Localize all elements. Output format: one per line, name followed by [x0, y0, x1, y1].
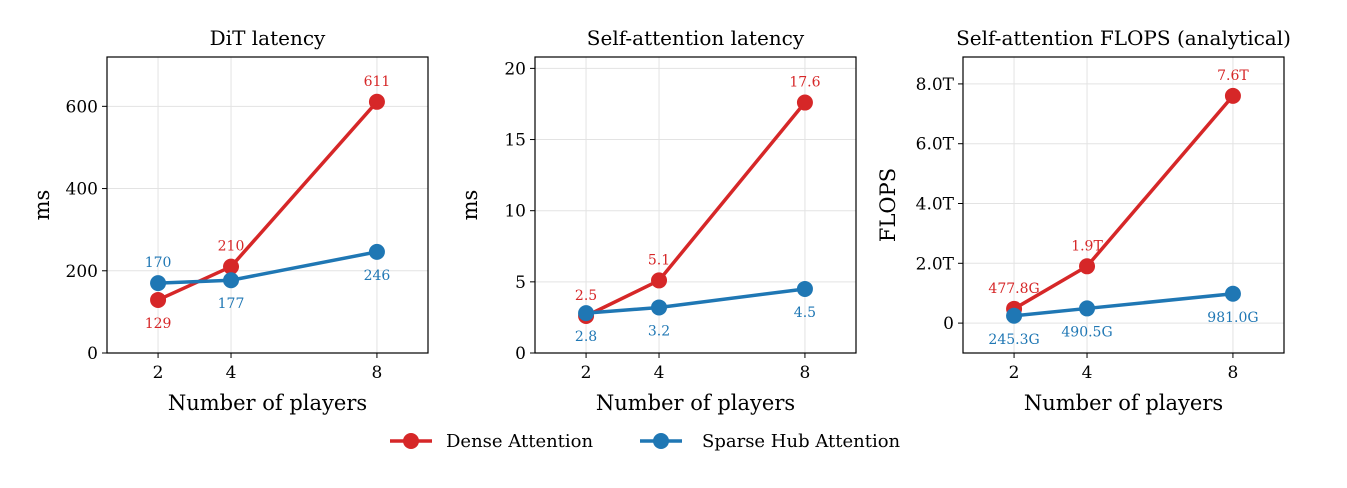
data-point — [223, 258, 240, 275]
legend-sparse-label: Sparse Hub Attention — [702, 431, 901, 452]
data-label: 2.8 — [575, 329, 597, 345]
y-axis-label: ms — [458, 190, 482, 221]
x-tick-label: 2 — [1009, 363, 1020, 383]
y-tick-label: 5 — [515, 273, 526, 293]
y-tick-label: 0 — [515, 344, 526, 364]
y-tick-label: 0 — [87, 344, 98, 364]
series-dense: 477.8G 1.9T 7.6T — [988, 68, 1249, 317]
x-tick-label: 8 — [372, 363, 383, 383]
legend-dense-marker — [403, 433, 419, 449]
y-tick-label: 400 — [66, 180, 98, 200]
y-tick-label: 15 — [504, 131, 526, 151]
x-tick-label: 2 — [581, 363, 592, 383]
data-label: 129 — [145, 316, 172, 332]
series-line — [157, 250, 378, 285]
data-label: 2.5 — [575, 288, 597, 304]
y-tick-label: 600 — [66, 97, 98, 117]
x-axis-label: Number of players — [168, 391, 367, 415]
y-axis-label: ms — [30, 190, 54, 221]
data-point — [1079, 258, 1096, 275]
data-label: 3.2 — [648, 323, 670, 339]
series-sparse: 2.8 3.2 4.5 — [575, 280, 816, 345]
axes-frame — [106, 56, 429, 354]
x-tick-label: 8 — [1228, 363, 1239, 383]
x-tick-label: 2 — [153, 363, 164, 383]
chart-1: 0 200 400 600 2 4 8 DiT latency Number of player… — [30, 26, 429, 415]
x-tick-label: 4 — [654, 363, 665, 383]
x-tick-label: 4 — [1082, 363, 1093, 383]
y-tick-label: 200 — [66, 262, 98, 282]
x-axis-label: Number of players — [596, 391, 795, 415]
x-tick-label: 4 — [226, 363, 237, 383]
data-point — [796, 94, 813, 111]
data-label: 17.6 — [789, 75, 820, 91]
y-tick-label: 0 — [943, 314, 954, 334]
y-tick-label: 20 — [504, 59, 526, 79]
data-point — [651, 272, 668, 289]
data-point — [1224, 87, 1241, 104]
series-line — [585, 101, 807, 318]
data-label: 1.9T — [1071, 238, 1103, 254]
y-tick-label: 4.0T — [916, 195, 955, 215]
data-point — [578, 305, 595, 322]
x-axis-label: Number of players — [1024, 391, 1223, 415]
series-dense: 2.5 5.1 17.6 — [575, 75, 821, 324]
data-label: 981.0G — [1207, 310, 1258, 326]
data-label: 245.3G — [988, 332, 1039, 348]
axes-frame — [962, 56, 1285, 354]
data-label: 210 — [218, 239, 245, 255]
series-sparse: 170 177 246 — [145, 243, 391, 312]
data-label: 7.6T — [1217, 68, 1249, 84]
x-tick-label: 8 — [800, 363, 811, 383]
legend: Dense Attention Sparse Hub Attention — [390, 431, 901, 452]
chart-title: Self-attention FLOPS (analytical) — [956, 26, 1291, 50]
y-axis-label: FLOPS — [876, 168, 900, 242]
chart-2: 0 5 10 15 20 2 4 8 Self-attention latency Number … — [458, 26, 857, 415]
series-line — [157, 100, 379, 302]
legend-sparse-marker — [653, 433, 669, 449]
legend-dense: Dense Attention — [390, 431, 594, 452]
series-line — [1013, 94, 1235, 311]
chart-title: Self-attention latency — [587, 26, 805, 50]
data-label: 611 — [364, 74, 391, 90]
data-point — [796, 280, 813, 297]
axes-frame — [534, 56, 857, 354]
data-label: 477.8G — [988, 281, 1039, 297]
data-point — [1006, 307, 1023, 324]
series-dense: 129 210 611 — [145, 74, 391, 332]
data-point — [223, 272, 240, 289]
data-point — [150, 275, 167, 292]
y-tick-label: 6.0T — [916, 135, 955, 155]
chart-3: 0 2.0T 4.0T 6.0T 8.0T 2 4 8 Self-attention FLOPS… — [876, 26, 1291, 415]
series-sparse: 245.3G 490.5G 981.0G — [988, 285, 1259, 348]
legend-sparse: Sparse Hub Attention — [640, 431, 901, 452]
data-point — [150, 291, 167, 308]
data-point — [368, 243, 385, 260]
data-label: 490.5G — [1061, 324, 1112, 340]
y-tick-label: 10 — [504, 202, 526, 222]
data-point — [1079, 300, 1096, 317]
data-point — [1224, 285, 1241, 302]
data-label: 170 — [145, 255, 172, 271]
data-label: 177 — [218, 296, 245, 312]
series-line — [1013, 292, 1234, 318]
y-tick-label: 2.0T — [916, 254, 955, 274]
chart-title: DiT latency — [210, 26, 326, 50]
data-label: 246 — [364, 268, 391, 284]
legend-dense-label: Dense Attention — [446, 431, 594, 452]
data-point — [651, 299, 668, 316]
data-label: 4.5 — [794, 305, 816, 321]
data-label: 5.1 — [648, 252, 670, 268]
data-point — [368, 93, 385, 110]
y-tick-label: 8.0T — [916, 75, 955, 95]
